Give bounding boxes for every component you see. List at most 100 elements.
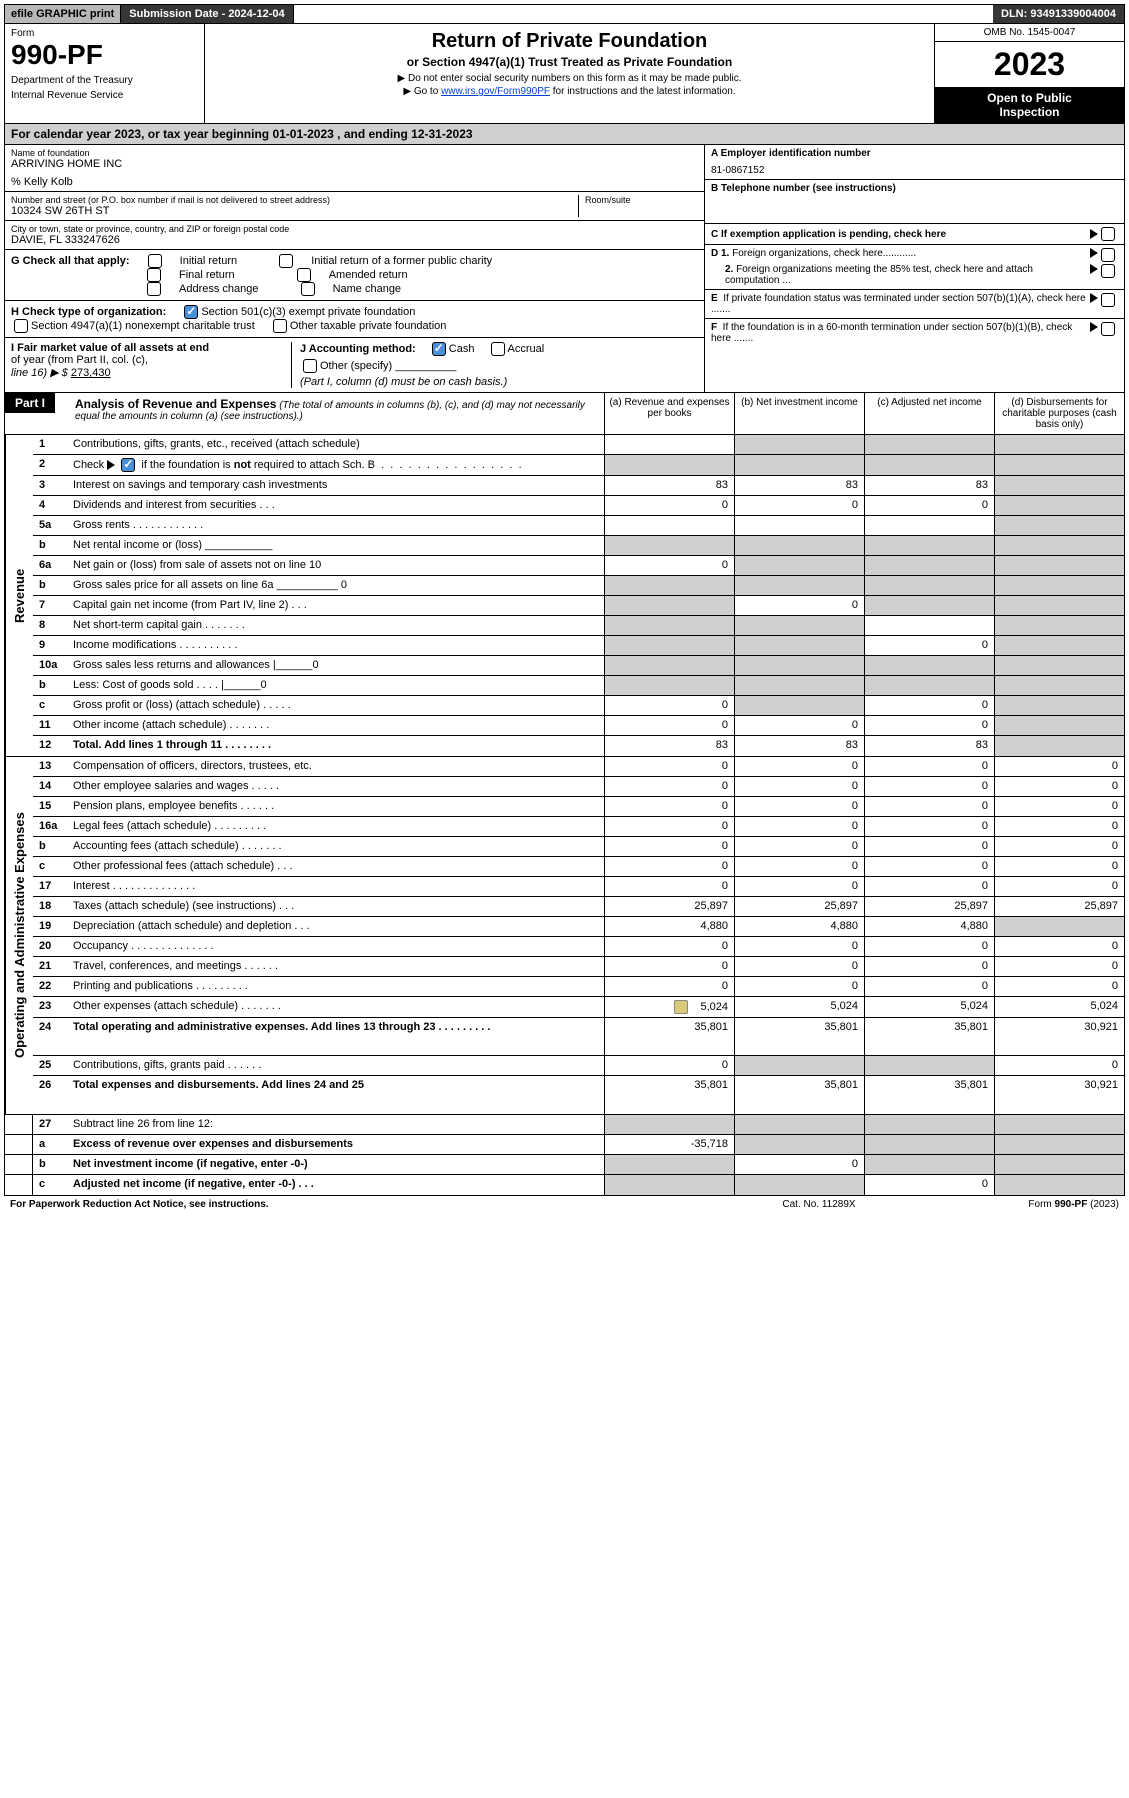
cb-accrual[interactable] (491, 342, 505, 356)
data-cell: 5,024 (604, 997, 734, 1017)
cb-e[interactable] (1101, 293, 1115, 307)
table-row: 23Other expenses (attach schedule) . . .… (33, 997, 1124, 1018)
line-number: 7 (33, 596, 69, 615)
table-row: 6aNet gain or (loss) from sale of assets… (33, 556, 1124, 576)
line-number: 9 (33, 636, 69, 655)
cb-address-change[interactable] (147, 282, 161, 296)
data-cell (994, 596, 1124, 615)
line-description: Other expenses (attach schedule) . . . .… (69, 997, 604, 1017)
data-cell (864, 1135, 994, 1154)
data-cell (994, 576, 1124, 595)
line-description: Check if the foundation is not required … (69, 455, 604, 475)
line-number: b (33, 576, 69, 595)
line-number: 23 (33, 997, 69, 1017)
care-of: % Kelly Kolb (11, 176, 698, 188)
data-cell: 83 (734, 736, 864, 756)
data-cell: 0 (864, 777, 994, 796)
data-cell (604, 516, 734, 535)
attachment-icon[interactable] (674, 1000, 688, 1014)
line-description: Occupancy . . . . . . . . . . . . . . (69, 937, 604, 956)
expenses-side-label: Operating and Administrative Expenses (5, 757, 33, 1114)
data-cell (604, 435, 734, 454)
cb-d1[interactable] (1101, 248, 1115, 262)
table-row: 12Total. Add lines 1 through 11 . . . . … (33, 736, 1124, 756)
data-cell: 0 (734, 877, 864, 896)
data-cell (994, 1175, 1124, 1195)
data-cell: 0 (994, 797, 1124, 816)
data-cell: 0 (734, 977, 864, 996)
table-row: 21Travel, conferences, and meetings . . … (33, 957, 1124, 977)
data-cell: 30,921 (994, 1018, 1124, 1055)
data-cell (994, 696, 1124, 715)
line-description: Other employee salaries and wages . . . … (69, 777, 604, 796)
cat-no: Cat. No. 11289X (719, 1199, 919, 1210)
line-description: Subtract line 26 from line 12: (69, 1115, 604, 1134)
data-cell: 0 (734, 817, 864, 836)
col-a-header: (a) Revenue and expenses per books (604, 393, 734, 434)
data-cell: 83 (864, 476, 994, 495)
data-cell (864, 676, 994, 695)
irs-link[interactable]: www.irs.gov/Form990PF (441, 86, 550, 97)
line-description: Excess of revenue over expenses and disb… (69, 1135, 604, 1154)
data-cell: 0 (994, 977, 1124, 996)
line-number: 20 (33, 937, 69, 956)
data-cell: 0 (864, 877, 994, 896)
line-number: 1 (33, 435, 69, 454)
cb-d2[interactable] (1101, 264, 1115, 278)
table-row: 24Total operating and administrative exp… (33, 1018, 1124, 1056)
cb-other-method[interactable] (303, 359, 317, 373)
data-cell (864, 656, 994, 675)
cb-initial-return[interactable] (148, 254, 162, 268)
line-number: a (33, 1135, 69, 1154)
cb-final-return[interactable] (147, 268, 161, 282)
line-description: Travel, conferences, and meetings . . . … (69, 957, 604, 976)
data-cell: 0 (864, 837, 994, 856)
efile-print-button[interactable]: efile GRAPHIC print (5, 5, 121, 23)
cb-f[interactable] (1101, 322, 1115, 336)
data-cell: 0 (864, 937, 994, 956)
line-description: Legal fees (attach schedule) . . . . . .… (69, 817, 604, 836)
data-cell (864, 556, 994, 575)
data-cell: 4,880 (864, 917, 994, 936)
city-label: City or town, state or province, country… (11, 224, 698, 234)
data-cell (604, 676, 734, 695)
phone-label: B Telephone number (see instructions) (711, 183, 896, 194)
data-cell: 30,921 (994, 1076, 1124, 1114)
cb-other-taxable[interactable] (273, 319, 287, 333)
data-cell: 0 (994, 1056, 1124, 1075)
line-number: 24 (33, 1018, 69, 1055)
data-cell: 83 (604, 476, 734, 495)
data-cell: 25,897 (864, 897, 994, 916)
cb-4947[interactable] (14, 319, 28, 333)
data-cell (994, 636, 1124, 655)
cb-name-change[interactable] (301, 282, 315, 296)
data-cell (734, 616, 864, 635)
topbar: efile GRAPHIC print Submission Date - 20… (4, 4, 1125, 24)
cb-exemption-pending[interactable] (1101, 227, 1115, 241)
line-description: Gross profit or (loss) (attach schedule)… (69, 696, 604, 715)
cb-501c3[interactable] (184, 305, 198, 319)
footer: For Paperwork Reduction Act Notice, see … (4, 1196, 1125, 1213)
line-number: 26 (33, 1076, 69, 1114)
cb-cash[interactable] (432, 342, 446, 356)
data-cell (864, 1115, 994, 1134)
line-description: Total operating and administrative expen… (69, 1018, 604, 1055)
data-cell (604, 576, 734, 595)
cb-sch-b[interactable] (121, 458, 135, 472)
data-cell: 5,024 (994, 997, 1124, 1017)
data-cell: 25,897 (994, 897, 1124, 916)
data-cell (734, 676, 864, 695)
section-g: G Check all that apply: Initial return I… (5, 250, 704, 301)
cb-amended[interactable] (297, 268, 311, 282)
table-row: 8Net short-term capital gain . . . . . .… (33, 616, 1124, 636)
data-cell: 0 (734, 1155, 864, 1174)
line-number: 15 (33, 797, 69, 816)
data-cell: 35,801 (864, 1018, 994, 1055)
data-cell (734, 696, 864, 715)
data-cell (864, 596, 994, 615)
cb-initial-former[interactable] (279, 254, 293, 268)
data-cell: -35,718 (604, 1135, 734, 1154)
city: DAVIE, FL 333247626 (11, 234, 698, 246)
data-cell: 35,801 (604, 1076, 734, 1114)
data-cell: 0 (864, 716, 994, 735)
